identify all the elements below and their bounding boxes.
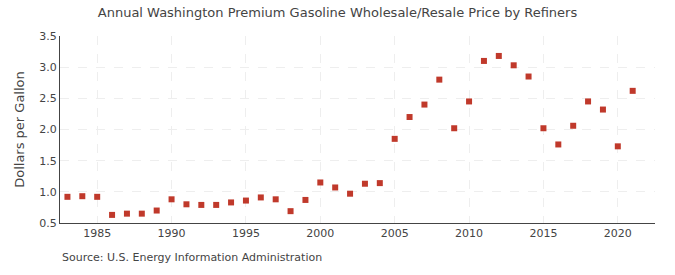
svg-text:1985: 1985 [83, 227, 111, 240]
svg-text:2005: 2005 [381, 227, 409, 240]
svg-text:2.5: 2.5 [39, 92, 57, 105]
svg-text:2015: 2015 [529, 227, 557, 240]
svg-text:3.5: 3.5 [39, 30, 57, 43]
svg-text:Source: U.S. Energy Informatio: Source: U.S. Energy Information Administ… [62, 251, 322, 264]
svg-text:Annual Washington Premium Gaso: Annual Washington Premium Gasoline Whole… [98, 5, 578, 20]
svg-text:2020: 2020 [604, 227, 632, 240]
svg-text:1990: 1990 [158, 227, 186, 240]
svg-text:1995: 1995 [232, 227, 260, 240]
svg-text:2000: 2000 [306, 227, 334, 240]
svg-text:3.0: 3.0 [39, 61, 57, 74]
svg-text:1.0: 1.0 [39, 186, 57, 199]
svg-text:Dollars per Gallon: Dollars per Gallon [12, 71, 27, 188]
svg-text:1.5: 1.5 [39, 155, 57, 168]
svg-text:0.5: 0.5 [39, 217, 57, 230]
svg-text:2010: 2010 [455, 227, 483, 240]
svg-text:2.0: 2.0 [39, 123, 57, 136]
